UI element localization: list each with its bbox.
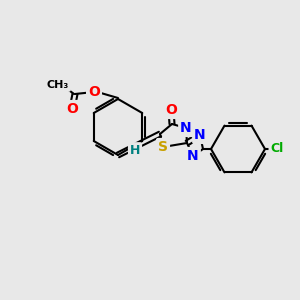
Text: N: N [187, 149, 199, 163]
Text: N: N [180, 121, 192, 135]
Text: O: O [88, 85, 100, 99]
Text: S: S [158, 140, 168, 154]
Text: O: O [66, 102, 78, 116]
Text: N: N [194, 128, 206, 142]
Text: H: H [130, 144, 140, 157]
Text: O: O [165, 103, 177, 117]
Text: CH₃: CH₃ [47, 80, 69, 90]
Text: Cl: Cl [270, 142, 284, 155]
